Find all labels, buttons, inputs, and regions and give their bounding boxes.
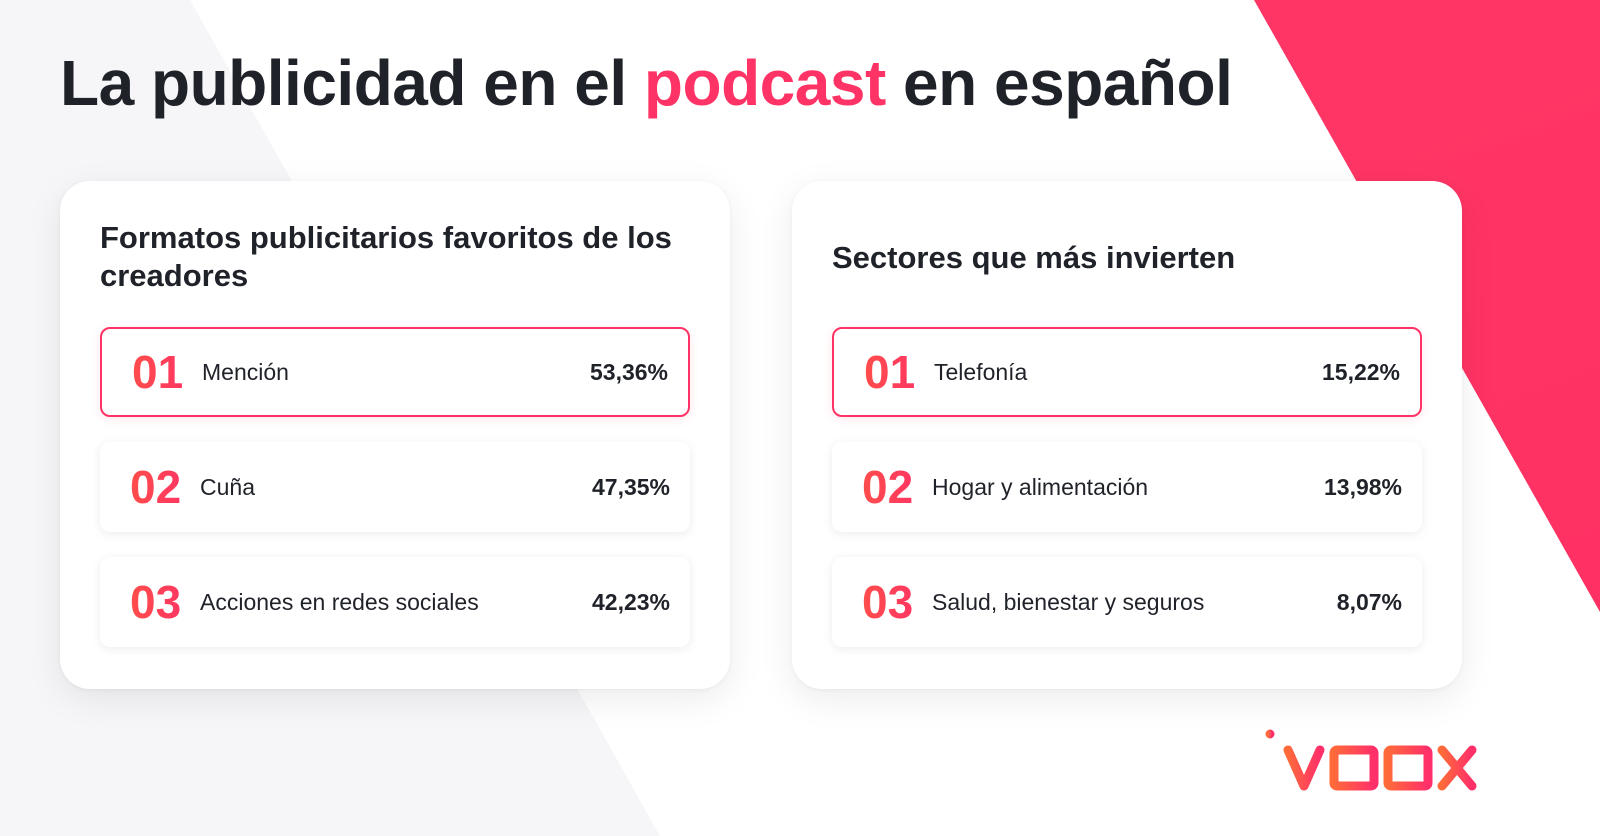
rank-number: 02	[832, 460, 932, 514]
ranking-row: 01 Telefonía 15,22%	[832, 327, 1422, 417]
row-percentage: 15,22%	[1321, 358, 1400, 385]
sectors-card: Sectores que más invierten 01 Telefonía …	[792, 181, 1462, 689]
ranking-row: 01 Mención 53,36%	[100, 327, 690, 417]
formats-card: Formatos publicitarios favoritos de los …	[60, 181, 730, 689]
ranking-row: 02 Hogar y alimentación 13,98%	[832, 442, 1422, 532]
rank-number: 01	[834, 345, 934, 399]
row-label: Cuña	[200, 473, 255, 500]
ranking-row: 03 Acciones en redes sociales 42,23%	[100, 557, 690, 647]
row-label: Telefonía	[934, 358, 1028, 385]
page-title: La publicidad en el podcast en español	[60, 46, 1233, 120]
rank-number: 03	[832, 575, 932, 629]
title-accent-word: podcast	[643, 47, 886, 119]
card-title: Sectores que más invierten	[832, 240, 1236, 275]
row-label: Acciones en redes sociales	[200, 588, 479, 615]
row-percentage: 53,36%	[589, 358, 668, 385]
row-percentage: 47,35%	[591, 473, 670, 500]
ranking-row: 03 Salud, bienestar y seguros 8,07%	[832, 557, 1422, 647]
row-label: Salud, bienestar y seguros	[932, 588, 1205, 615]
rank-number: 02	[100, 460, 200, 514]
ivoox-logo-icon	[1258, 729, 1477, 791]
row-percentage: 42,23%	[591, 588, 670, 615]
rank-number: 03	[100, 575, 200, 629]
rank-number: 01	[102, 345, 202, 399]
title-part-1: La publicidad en el	[60, 47, 644, 119]
row-label: Mención	[202, 358, 289, 385]
title-part-2: en español	[885, 47, 1233, 119]
ranking-row: 02 Cuña 47,35%	[100, 442, 690, 532]
row-percentage: 13,98%	[1323, 473, 1402, 500]
card-title: Formatos publicitarios favoritos de los …	[100, 220, 672, 293]
row-label: Hogar y alimentación	[932, 473, 1149, 500]
row-percentage: 8,07%	[1336, 588, 1402, 615]
